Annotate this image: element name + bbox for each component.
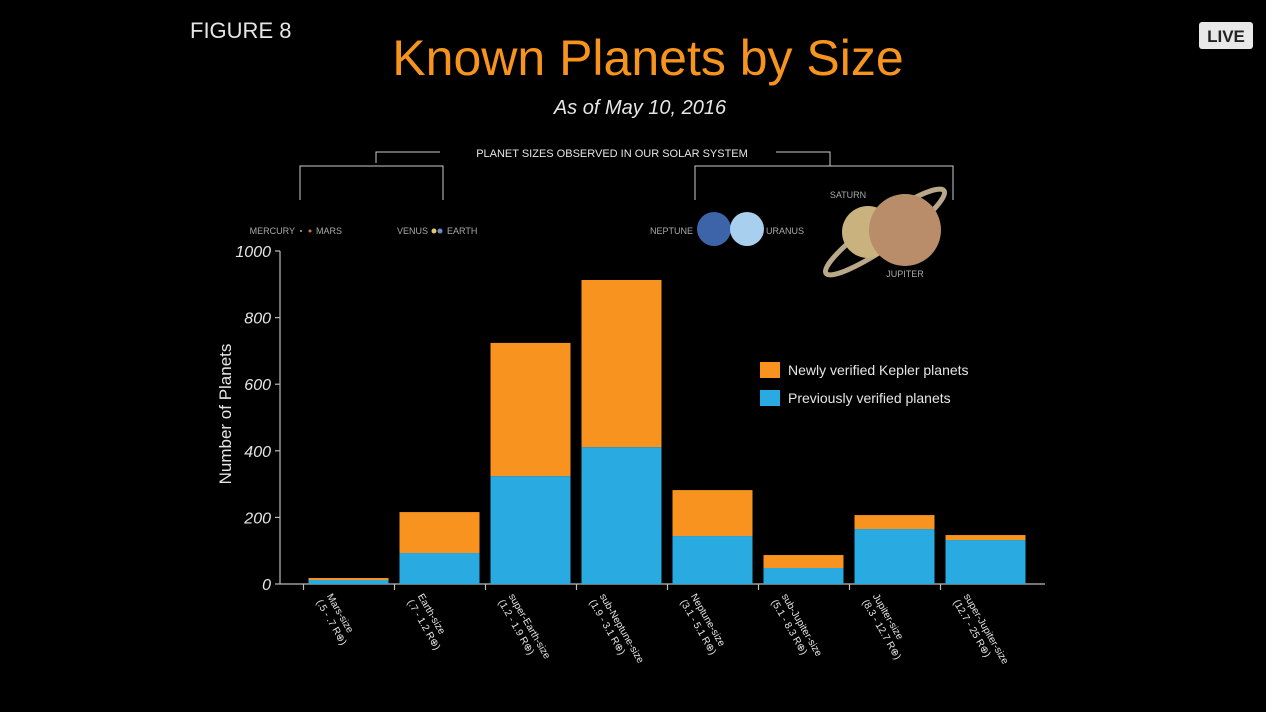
bar-segment [763,555,844,569]
planet-name: SATURN [830,190,866,200]
bar-segment [399,553,480,584]
live-badge[interactable] [1199,22,1253,49]
bar-segment [763,568,844,584]
bar-segment [308,580,389,584]
planet-name: MARS [316,226,342,236]
bracket [299,151,954,200]
bar-segment [581,447,662,584]
planet-name: JUPITER [886,269,924,279]
bar-segment [308,578,389,581]
bar-segment [581,279,662,448]
planet [308,229,312,233]
y-tick-label: 1000 [235,244,271,261]
bar-segment [490,342,571,477]
planet-name: EARTH [447,226,477,236]
y-tick-label: 0 [262,577,271,594]
planet [697,212,731,246]
bar-segment [399,512,480,554]
legend-label: Previously verified planets [788,390,951,406]
bar-segment [672,536,753,584]
bar-segment [945,535,1026,541]
bracket-label: PLANET SIZES OBSERVED IN OUR SOLAR SYSTE… [476,148,748,160]
legend-swatch [760,362,780,378]
bar-segment [490,476,571,584]
chart-title: Known Planets by Size [392,30,903,86]
y-tick-label: 400 [244,444,271,461]
planet [730,212,764,246]
legend-label: Newly verified Kepler planets [788,362,969,378]
planet [431,228,437,234]
planet [437,228,443,234]
planet-name: MERCURY [250,226,295,236]
y-axis-label: Number of Planets [216,344,235,485]
planet-name: VENUS [397,226,428,236]
live-label[interactable]: LIVE [1207,27,1245,46]
figure-label: FIGURE 8 [190,18,291,43]
bar-segment [672,490,753,537]
planet [869,194,941,266]
bar-segment [945,540,1026,584]
planet-name: NEPTUNE [650,226,693,236]
bar-segment [854,529,935,584]
chart-subtitle: As of May 10, 2016 [553,97,727,119]
bar-segment [854,515,935,530]
legend-swatch [760,390,780,406]
planet-name: URANUS [766,226,804,236]
y-tick-label: 200 [243,510,271,527]
planet [300,230,302,232]
y-tick-label: 600 [244,377,271,394]
y-tick-label: 800 [244,311,271,328]
